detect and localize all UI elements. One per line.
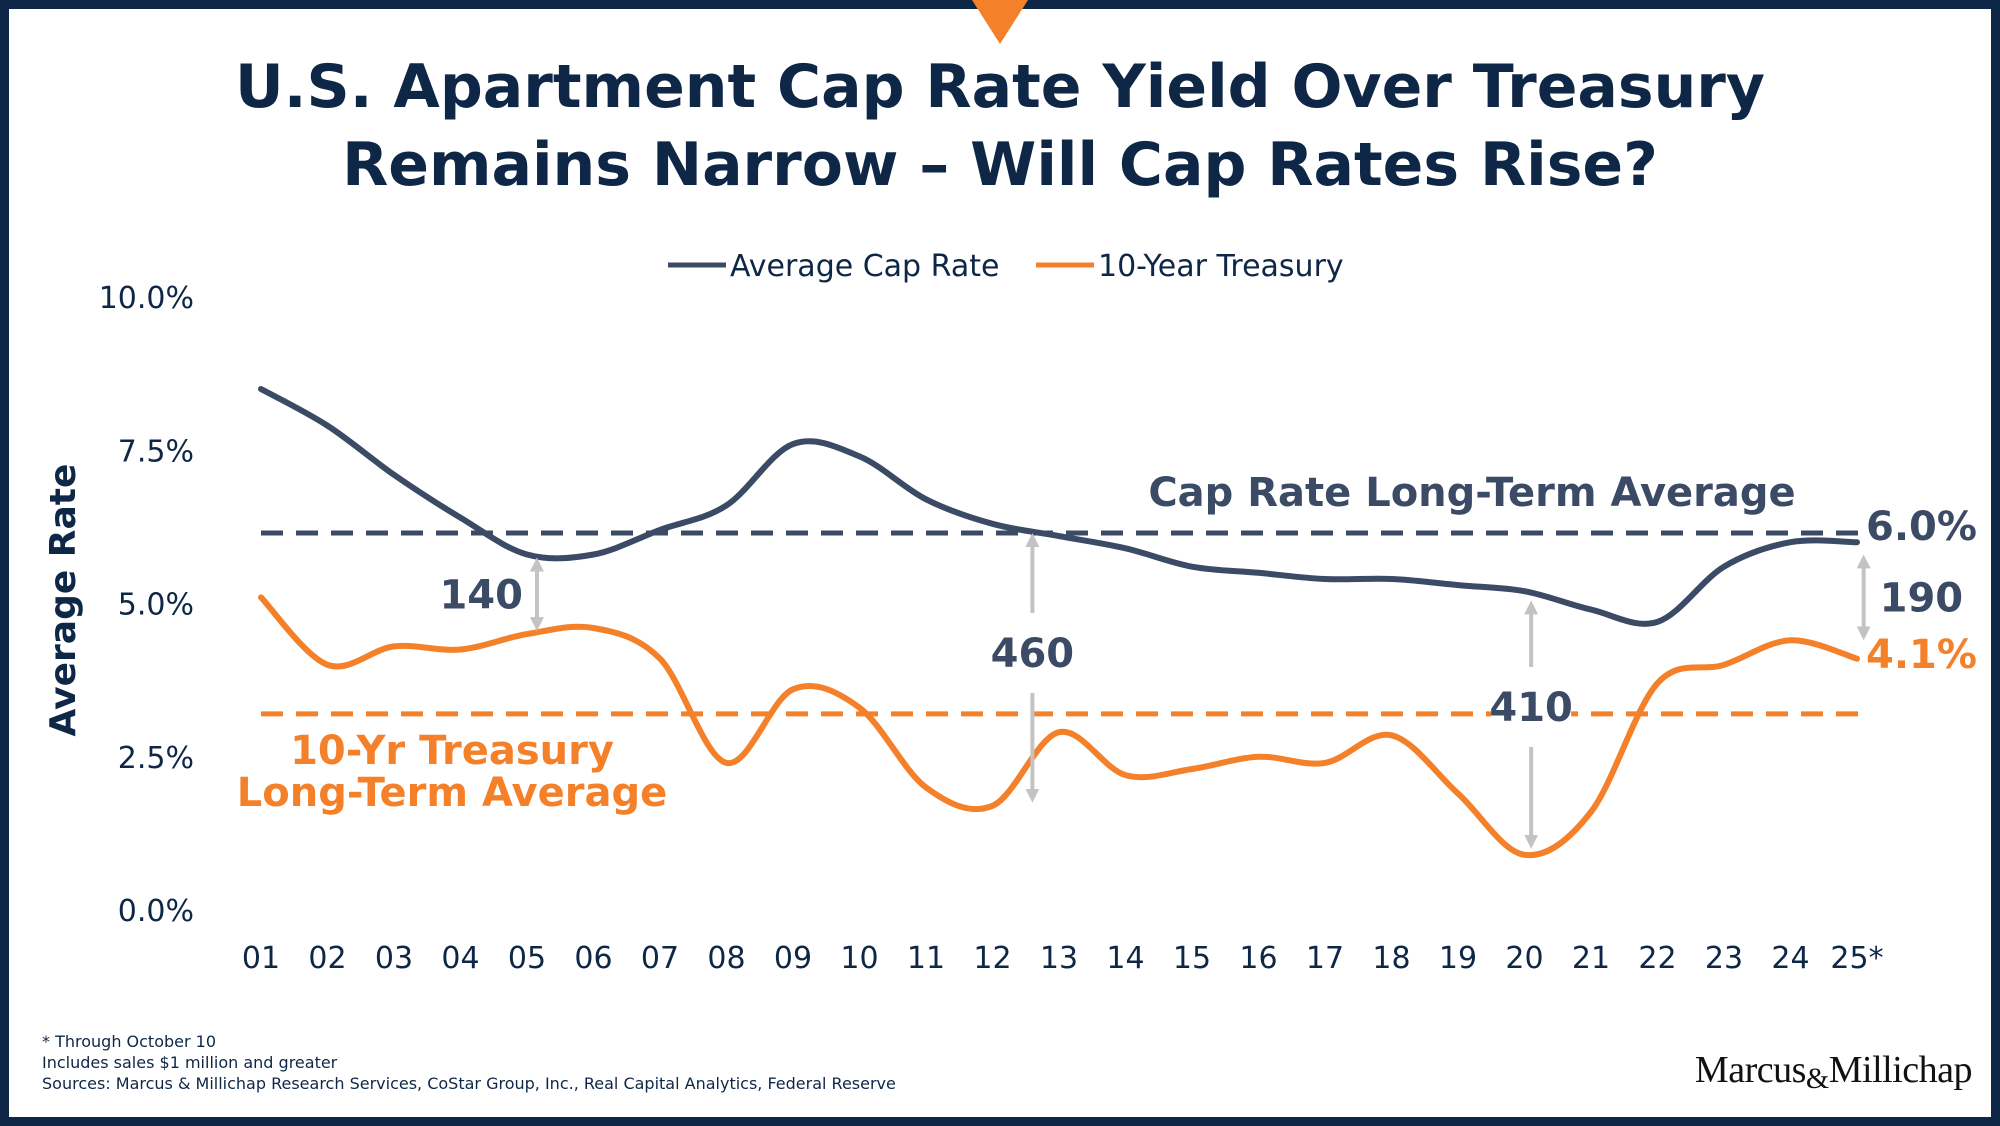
treasury-average-label-line-2: Long-Term Average <box>237 770 667 816</box>
legend-label-cap-rate: Average Cap Rate <box>730 249 999 284</box>
marcus-millichap-logo: Marcus&Millichap <box>1694 1048 1973 1096</box>
title-line-2: Remains Narrow – Will Cap Rates Rise? <box>342 130 1658 200</box>
x-tick-label: 16 <box>1239 941 1277 976</box>
y-tick-label: 0.0% <box>118 894 194 929</box>
x-tick-label: 15 <box>1173 941 1211 976</box>
x-tick-label: 10 <box>840 941 878 976</box>
x-tick-label: 25* <box>1830 941 1883 976</box>
x-tick-label: 06 <box>574 941 612 976</box>
x-tick-label: 13 <box>1040 941 1078 976</box>
y-axis-ticks: 0.0% 2.5% 5.0% 7.5% 10.0% <box>99 281 194 929</box>
x-tick-label: 19 <box>1439 941 1477 976</box>
x-axis-ticks: 01 02 03 04 05 06 07 08 09 10 11 12 13 14 15 16 17 18 19 20… <box>242 941 1884 976</box>
x-tick-label: 23 <box>1705 941 1743 976</box>
top-triangle-marker <box>972 0 1028 44</box>
treasury-end-value-label: 4.1% <box>1866 632 1977 678</box>
x-tick-label: 08 <box>707 941 745 976</box>
spread-label: 190 <box>1880 575 1964 621</box>
x-tick-label: 17 <box>1306 941 1344 976</box>
footnote-sources: Sources: Marcus & Millichap Research Ser… <box>42 1074 896 1093</box>
spread-label: 460 <box>991 631 1075 677</box>
x-tick-label: 18 <box>1372 941 1410 976</box>
x-tick-label: 01 <box>242 941 280 976</box>
spread-label-background <box>992 625 1073 675</box>
treasury-average-label-line-1: 10-Yr Treasury <box>290 728 614 774</box>
x-tick-label: 20 <box>1505 941 1543 976</box>
spread-label: 410 <box>1489 685 1573 731</box>
x-tick-label: 12 <box>973 941 1011 976</box>
y-tick-label: 5.0% <box>118 588 194 623</box>
spread-label-background <box>1491 679 1572 729</box>
cap-rate-average-label: Cap Rate Long-Term Average <box>1148 470 1795 516</box>
logo-word-marcus: Marcus <box>1694 1049 1806 1091</box>
x-tick-label: 05 <box>508 941 546 976</box>
x-tick-label: 04 <box>441 941 479 976</box>
footnote-sales-threshold: Includes sales $1 million and greater <box>42 1053 338 1072</box>
title-line-1: U.S. Apartment Cap Rate Yield Over Treas… <box>235 52 1765 122</box>
x-tick-label: 11 <box>907 941 945 976</box>
x-tick-label: 22 <box>1638 941 1676 976</box>
footnote-through-date: * Through October 10 <box>42 1032 217 1051</box>
footnotes: * Through October 10 Includes sales $1 m… <box>42 1031 896 1094</box>
y-tick-label: 10.0% <box>99 281 194 316</box>
x-tick-label: 21 <box>1572 941 1610 976</box>
spread-label: 140 <box>439 572 523 618</box>
y-tick-label: 7.5% <box>118 434 194 469</box>
y-axis-label: Average Rate <box>43 464 84 737</box>
series-10-year-treasury <box>258 594 1860 859</box>
logo-word-millichap: Millichap <box>1828 1049 1973 1091</box>
x-tick-label: 03 <box>375 941 413 976</box>
cap-rate-end-value-label: 6.0% <box>1866 504 1977 550</box>
y-tick-label: 2.5% <box>118 741 194 776</box>
x-tick-label: 02 <box>308 941 346 976</box>
series-average-cap-rate <box>258 386 1860 627</box>
logo-ampersand: & <box>1805 1062 1829 1095</box>
x-tick-label: 14 <box>1106 941 1144 976</box>
x-tick-label: 07 <box>641 941 679 976</box>
x-tick-label: 24 <box>1771 941 1809 976</box>
x-tick-label: 09 <box>774 941 812 976</box>
legend-label-treasury: 10-Year Treasury <box>1098 249 1344 284</box>
spread-annotations: 140 460 410 190 <box>439 532 1964 849</box>
chart-title: U.S. Apartment Cap Rate Yield Over Treas… <box>0 48 2000 204</box>
legend: Average Cap Rate 10-Year Treasury <box>668 249 1344 284</box>
